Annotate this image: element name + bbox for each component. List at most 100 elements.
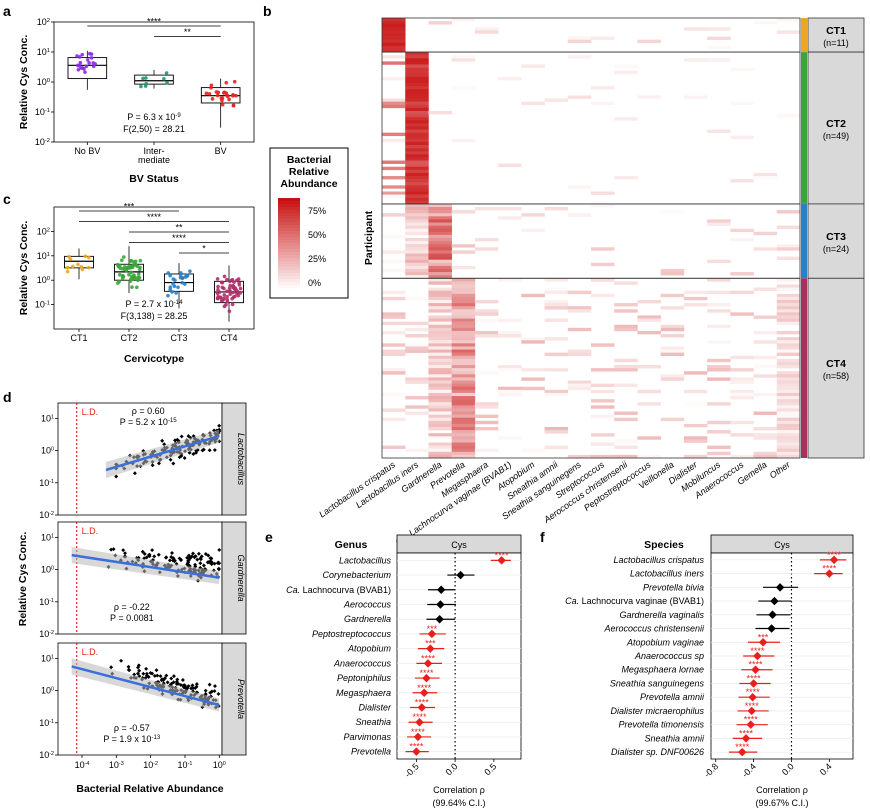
heatmap-cell: [683, 290, 708, 295]
row-label: Dialister micraerophilus: [610, 706, 704, 716]
heatmap-cell: [544, 287, 569, 291]
heatmap-cell: [660, 306, 685, 310]
heatmap-cell: [660, 293, 685, 298]
legend-gradient-step: [278, 204, 300, 208]
ld-label: L.D.: [82, 526, 99, 536]
heatmap-cell: [614, 411, 638, 415]
heatmap-cell: [451, 442, 476, 446]
heatmap-cell: [776, 287, 801, 291]
heatmap-cell: [428, 315, 452, 319]
heatmap-cell: [451, 296, 476, 301]
x-tick-label: CT3: [170, 333, 187, 343]
heatmap-cell: [753, 330, 778, 335]
heatmap-cell: [614, 454, 638, 459]
group-name: CT2: [826, 118, 846, 130]
heatmap-cell: [382, 76, 406, 81]
data-point: [231, 283, 235, 288]
heatmap-cell: [660, 374, 685, 378]
heatmap-cell: [730, 101, 754, 106]
heatmap-cell: [591, 191, 615, 195]
data-point: [170, 290, 174, 294]
heatmap-cell: [591, 383, 615, 388]
heatmap-cell: [683, 423, 708, 428]
data-point: [133, 276, 137, 280]
x-tick-label: BV: [215, 146, 227, 156]
heatmap-cell: [428, 377, 452, 381]
data-point: [228, 292, 233, 297]
heatmap-cell: [776, 315, 801, 319]
heatmap-cell: [428, 238, 452, 242]
heatmap-cell: [405, 244, 429, 248]
heatmap-cell: [474, 420, 499, 425]
heatmap-cell: [405, 213, 429, 217]
heatmap-cell: [405, 92, 429, 96]
heatmap-cell: [498, 330, 522, 335]
heatmap-cell: [382, 33, 406, 37]
heatmap-cell: [382, 352, 406, 357]
data-point: [156, 461, 161, 466]
legend-gradient-step: [278, 219, 300, 223]
heatmap-cell: [474, 405, 499, 409]
panel-f-forest: Cys Species **** Lactobacillus crispatus ***…: [565, 534, 854, 808]
significance-label: ****: [822, 564, 837, 574]
heatmap-cell: [382, 371, 406, 375]
group-name: CT3: [826, 231, 846, 243]
row-label-text: Lactobacillus: [339, 555, 392, 565]
heatmap-cell: [776, 365, 801, 369]
heatmap-cell: [382, 101, 406, 106]
heatmap-cell: [776, 451, 801, 456]
heatmap-cell: [707, 27, 731, 31]
y-tick-label: 10-2: [39, 750, 54, 760]
rho-label: ρ = 0.60: [132, 406, 165, 416]
heatmap-cell: [405, 79, 429, 84]
data-point: [234, 93, 238, 98]
heatmap-cell: [451, 138, 476, 143]
heatmap-cell: [474, 414, 499, 419]
estimate-marker: [423, 659, 433, 668]
heatmap-cell: [451, 278, 476, 282]
heatmap-cell: [474, 27, 499, 31]
heatmap-cell: [428, 408, 452, 412]
legend-gradient-step: [278, 201, 300, 205]
heatmap-cell: [451, 454, 476, 459]
heatmap-cell: [591, 262, 615, 267]
heatmap-cell: [382, 213, 406, 217]
heatmap-cell: [405, 132, 429, 137]
heatmap-cell: [428, 346, 452, 350]
heatmap-cell: [544, 389, 569, 394]
heatmap-cell: [428, 454, 452, 459]
heatmap-cell: [730, 272, 754, 276]
data-point: [129, 270, 133, 275]
data-point: [87, 60, 91, 65]
legend-gradient-step: [278, 213, 300, 217]
row-label: Megasphaera: [336, 688, 391, 698]
estimate-marker: [413, 732, 423, 742]
y-axis-label: Participant: [363, 210, 375, 265]
significance-label: ***: [427, 624, 438, 634]
heatmap-cell: [451, 427, 476, 431]
heatmap-cell: [382, 268, 406, 273]
heatmap-cell: [776, 225, 801, 230]
heatmap-cell: [683, 27, 708, 31]
estimate-marker: [746, 720, 756, 729]
y-tick-label: 102: [37, 226, 50, 236]
heatmap-cell: [521, 228, 545, 233]
heatmap-cell: [591, 433, 615, 437]
heatmap-cell: [776, 349, 801, 353]
heatmap-cell: [614, 368, 638, 372]
estimate-marker: [436, 585, 446, 595]
heatmap-cell: [428, 219, 452, 223]
significance-label: ****: [745, 701, 760, 711]
data-point: [238, 286, 243, 291]
data-point: [132, 471, 137, 476]
x-axis-label: Cervicotype: [124, 353, 184, 365]
heatmap-cell: [428, 256, 452, 260]
heatmap-cell: [521, 340, 545, 344]
heatmap-cell: [637, 315, 661, 319]
heatmap-cell: [405, 98, 429, 102]
heatmap-cell: [405, 334, 429, 338]
heatmap-cell: [707, 365, 731, 369]
facet-strip: [221, 642, 247, 756]
estimate-marker: [435, 614, 444, 624]
heatmap-cell: [498, 392, 522, 397]
